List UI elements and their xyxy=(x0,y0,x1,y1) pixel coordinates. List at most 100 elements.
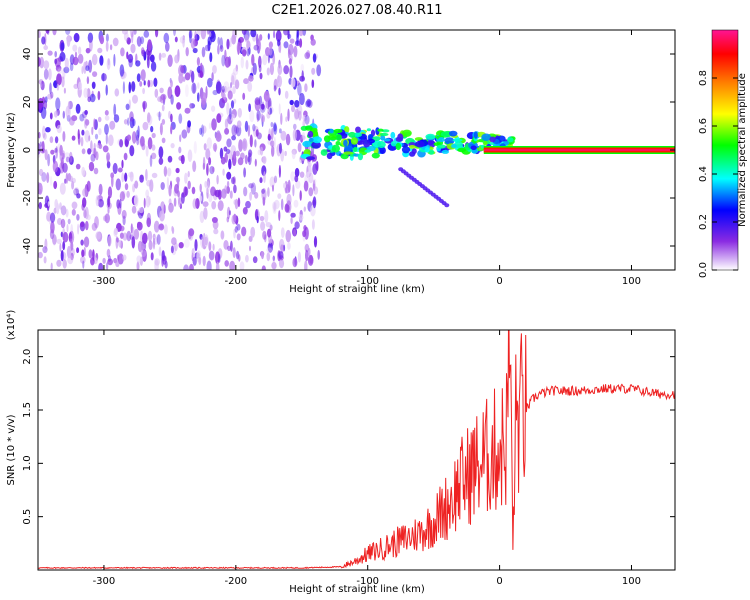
noise-cell xyxy=(180,65,185,74)
noise-cell xyxy=(209,250,215,260)
noise-cell xyxy=(72,56,79,66)
noise-cell xyxy=(121,172,125,183)
noise-cell xyxy=(135,129,140,141)
noise-cell xyxy=(40,80,45,91)
noise-cell xyxy=(236,223,241,231)
noise-cell xyxy=(266,247,273,253)
noise-cell xyxy=(117,167,123,173)
snr-x-label: Height of straight line (km) xyxy=(289,584,425,595)
noise-cell xyxy=(83,87,88,98)
noise-cell xyxy=(147,79,151,88)
noise-cell xyxy=(62,110,65,119)
noise-cell xyxy=(191,70,195,83)
echo-cell xyxy=(343,139,348,147)
noise-cell xyxy=(272,52,276,65)
noise-cell xyxy=(247,124,251,137)
noise-cell xyxy=(189,102,192,111)
noise-cell xyxy=(85,65,90,72)
noise-cell xyxy=(77,53,84,64)
noise-cell xyxy=(185,84,189,98)
echo-cell xyxy=(312,136,323,144)
spectrogram-y-label: Frequency (Hz) xyxy=(6,112,17,188)
noise-cell xyxy=(206,187,209,199)
noise-cell xyxy=(199,127,203,135)
noise-cell xyxy=(174,36,178,43)
echo-cell xyxy=(372,136,381,142)
noise-cell xyxy=(233,98,237,104)
noise-cell xyxy=(158,223,165,231)
noise-cell xyxy=(119,198,122,209)
noise-cell xyxy=(308,187,314,197)
noise-cell xyxy=(163,32,170,44)
y-tick-label: 40 xyxy=(22,48,33,61)
noise-cell xyxy=(158,146,164,159)
snr-panel: -300 -200 -100 0 100 0.5 1.0 1.5 2.0 Height of … xyxy=(6,310,676,595)
noise-cell xyxy=(66,34,71,47)
noise-cell xyxy=(192,47,198,54)
noise-cell xyxy=(285,133,291,146)
noise-cell xyxy=(233,125,240,134)
noise-cell xyxy=(262,156,267,164)
noise-cell xyxy=(99,35,105,45)
echo-cell xyxy=(311,131,319,138)
noise-cell xyxy=(275,30,282,42)
noise-cell xyxy=(105,262,109,270)
noise-cell xyxy=(224,85,227,93)
noise-cell xyxy=(271,145,275,157)
noise-cell xyxy=(259,177,263,184)
noise-cell xyxy=(102,257,106,264)
noise-cell xyxy=(294,175,299,183)
noise-cell xyxy=(197,92,200,102)
noise-cell xyxy=(65,208,69,218)
noise-cell xyxy=(239,261,245,270)
noise-cell xyxy=(222,168,225,176)
noise-cell xyxy=(217,200,224,212)
noise-cell xyxy=(50,149,55,155)
noise-cell xyxy=(80,136,84,147)
noise-cell xyxy=(156,111,162,118)
echo-cell xyxy=(390,140,397,147)
noise-cell xyxy=(82,188,88,197)
noise-cell xyxy=(242,207,248,215)
noise-cell xyxy=(150,152,157,160)
noise-cell xyxy=(95,231,101,240)
noise-cell xyxy=(54,147,58,153)
noise-cell xyxy=(270,140,275,148)
noise-cell xyxy=(98,262,104,270)
noise-cell xyxy=(88,135,91,142)
noise-cell xyxy=(136,73,141,83)
noise-cell xyxy=(77,133,81,146)
noise-cell xyxy=(247,156,251,163)
noise-cell xyxy=(285,229,292,243)
noise-cell xyxy=(62,67,66,80)
noise-cell xyxy=(301,132,306,140)
noise-cell xyxy=(278,164,281,178)
noise-cell xyxy=(292,257,298,268)
noise-cell xyxy=(176,102,182,110)
noise-cell xyxy=(294,221,300,229)
noise-cell xyxy=(249,191,253,201)
noise-cell xyxy=(61,76,65,88)
noise-cell xyxy=(199,233,203,240)
strong-line-core xyxy=(483,149,675,151)
noise-cell xyxy=(167,54,173,67)
noise-cell xyxy=(46,211,52,222)
noise-cell xyxy=(212,243,215,251)
noise-cell xyxy=(252,62,257,75)
noise-cell xyxy=(163,166,168,177)
noise-cell xyxy=(180,154,185,165)
noise-cell xyxy=(250,182,256,195)
noise-cell xyxy=(242,92,246,100)
noise-cell xyxy=(97,90,101,101)
noise-cell xyxy=(283,182,286,189)
noise-cell xyxy=(283,65,290,75)
noise-cell xyxy=(260,103,265,110)
echo-cell xyxy=(364,149,371,153)
noise-cell xyxy=(189,263,194,270)
noise-cell xyxy=(47,153,50,167)
noise-cell xyxy=(38,182,43,195)
colorbar-gradient xyxy=(711,29,739,271)
noise-cell xyxy=(132,94,138,104)
noise-cell xyxy=(60,250,64,262)
noise-cell xyxy=(259,72,263,80)
